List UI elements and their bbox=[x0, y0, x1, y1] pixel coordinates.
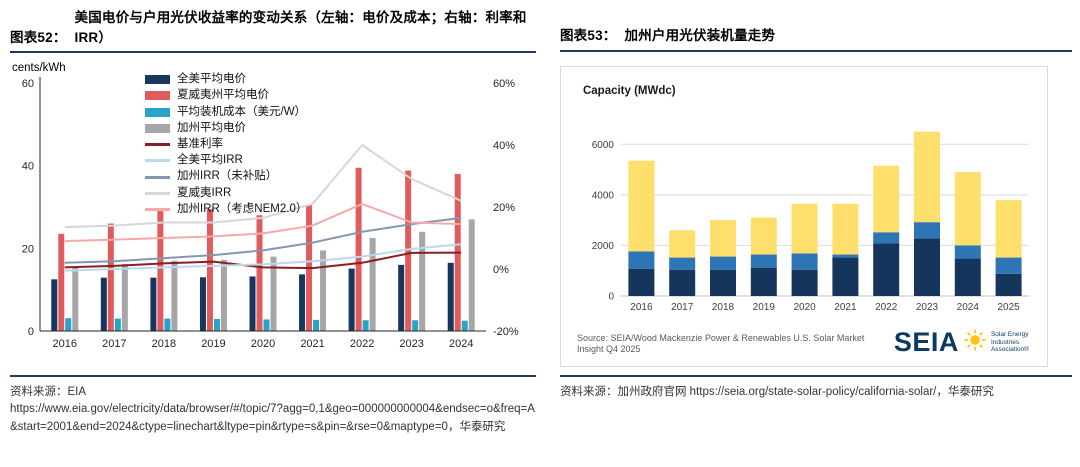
source-text[interactable]: 加州政府官网 https://seia.org/state-solar-poli… bbox=[617, 386, 994, 398]
svg-text:0%: 0% bbox=[493, 264, 509, 276]
legend-line-swatch bbox=[145, 191, 170, 195]
legend-line-swatch bbox=[145, 175, 170, 179]
legend-label: 加州平均电价 bbox=[177, 121, 246, 134]
sun-icon bbox=[964, 329, 986, 356]
figure-53-source: 资料来源：加州政府官网 https://seia.org/state-solar… bbox=[560, 384, 1072, 401]
legend-line-swatch bbox=[145, 207, 170, 211]
figure-53-label: 图表53： bbox=[559, 28, 617, 44]
svg-text:2019: 2019 bbox=[753, 302, 776, 313]
svg-text:20: 20 bbox=[22, 243, 34, 255]
figure-52-column: 图表52： 美国电价与户用光伏收益率的变动关系（左轴：电价及成本；右轴：利率和IR… bbox=[10, 8, 536, 461]
seia-tagline-line: Industries bbox=[990, 338, 1020, 346]
figure-52-label: 图表52： bbox=[10, 29, 67, 45]
legend-item: 全美平均IRR bbox=[145, 154, 307, 167]
svg-text:2021: 2021 bbox=[300, 338, 324, 350]
seia-tagline-line: Association® bbox=[990, 346, 1029, 354]
svg-text:60%: 60% bbox=[493, 78, 515, 90]
svg-text:4000: 4000 bbox=[592, 190, 615, 201]
legend-bar-swatch bbox=[145, 107, 170, 117]
svg-text:20%: 20% bbox=[493, 202, 515, 214]
legend-label: 加州IRR（考虑NEM2.0） bbox=[177, 202, 308, 215]
svg-text:40: 40 bbox=[22, 161, 34, 173]
legend-bar-swatch bbox=[145, 123, 170, 133]
legend-line-swatch bbox=[145, 159, 170, 163]
svg-text:2016: 2016 bbox=[53, 338, 77, 350]
legend-item: 基准利率 bbox=[145, 138, 307, 151]
seia-tagline-line: Solar Energy bbox=[990, 330, 1029, 338]
svg-text:2016: 2016 bbox=[630, 302, 653, 313]
figure-53-column: 图表53： 加州户用光伏装机量走势 Capacity (MWdc) 0 2000 40… bbox=[559, 8, 1072, 461]
figure-52-source-url[interactable]: https://www.eia.gov/electricity/data/bro… bbox=[10, 403, 535, 433]
legend-item: 全美平均电价 bbox=[145, 73, 307, 86]
capacity-chart: 0 2000 4000 6000 2016 2017 2018 2019 2020 2021 202… bbox=[592, 131, 1029, 313]
svg-text:2017: 2017 bbox=[102, 338, 126, 350]
capacity-axis-label: Capacity (MWdc) bbox=[582, 85, 676, 97]
svg-text:40%: 40% bbox=[493, 140, 515, 152]
svg-text:0: 0 bbox=[28, 326, 34, 338]
figure-53-title: 图表53： 加州户用光伏装机量走势 bbox=[559, 8, 1072, 52]
svg-text:2020: 2020 bbox=[793, 302, 816, 313]
legend-bar-swatch bbox=[145, 91, 170, 101]
price-irr-chart: cents/kWh 0 20 40 60 -20% 0% 20% 40% 60% 2016 2017 2… bbox=[12, 62, 519, 350]
svg-text:2022: 2022 bbox=[875, 302, 898, 313]
figure-53-title-text: 加州户用光伏装机量走势 bbox=[624, 28, 776, 44]
divider bbox=[10, 375, 536, 377]
seia-logo: SEIA Solar Energ bbox=[894, 329, 1033, 356]
figure-52-source: 资料来源：EIA bbox=[10, 384, 536, 401]
svg-text:0: 0 bbox=[608, 292, 614, 303]
svg-text:2018: 2018 bbox=[152, 338, 176, 350]
figure-52-title-text: 美国电价与户用光伏收益率的变动关系（左轴：电价及成本；右轴：利率和IRR） bbox=[74, 10, 527, 45]
source-label: 资料来源： bbox=[559, 386, 618, 398]
svg-text:2017: 2017 bbox=[671, 302, 694, 313]
legend-bar-swatch bbox=[145, 75, 170, 85]
legend-label: 加州IRR（未补贴） bbox=[177, 170, 278, 183]
svg-text:2019: 2019 bbox=[201, 338, 225, 350]
legend-item: 加州IRR（未补贴） bbox=[145, 170, 307, 183]
svg-text:2000: 2000 bbox=[592, 241, 615, 252]
legend-label: 基准利率 bbox=[177, 138, 223, 150]
svg-text:2020: 2020 bbox=[251, 338, 275, 350]
svg-text:2024: 2024 bbox=[957, 302, 980, 313]
capacity-inner-source: Source: SEIA/Wood Mackenzie Power & Rene… bbox=[576, 332, 865, 355]
figure-52-footer: 资料来源：EIA https://www.eia.gov/electricity… bbox=[10, 375, 536, 461]
svg-text:2025: 2025 bbox=[997, 302, 1020, 313]
svg-text:60: 60 bbox=[22, 78, 34, 90]
svg-text:2018: 2018 bbox=[712, 302, 735, 313]
svg-text:2022: 2022 bbox=[350, 338, 374, 350]
svg-text:cents/kWh: cents/kWh bbox=[12, 62, 66, 74]
figure-53-footer: 资料来源：加州政府官网 https://seia.org/state-solar… bbox=[559, 375, 1072, 461]
figure-52-title: 图表52： 美国电价与户用光伏收益率的变动关系（左轴：电价及成本；右轴：利率和IR… bbox=[10, 8, 536, 54]
svg-text:2024: 2024 bbox=[449, 338, 473, 350]
legend-label: 夏威夷IRR bbox=[177, 186, 232, 199]
legend-item: 加州平均电价 bbox=[145, 122, 307, 135]
svg-text:-20%: -20% bbox=[493, 326, 519, 338]
capacity-chart-footer: Source: SEIA/Wood Mackenzie Power & Rene… bbox=[577, 329, 1033, 356]
source-label: 资料来源： bbox=[10, 386, 68, 398]
legend-item: 夏威夷IRR bbox=[145, 187, 307, 200]
legend-label: 全美平均电价 bbox=[177, 73, 246, 86]
legend-item: 夏威夷州平均电价 bbox=[145, 89, 307, 102]
legend-label: 平均装机成本（美元/W） bbox=[177, 105, 307, 118]
seia-logo-text: SEIA bbox=[893, 327, 959, 357]
divider bbox=[559, 375, 1072, 377]
svg-text:2023: 2023 bbox=[916, 302, 939, 313]
legend-line-swatch bbox=[145, 143, 170, 147]
source-name: EIA bbox=[67, 386, 87, 398]
legend-item: 加州IRR（考虑NEM2.0） bbox=[145, 203, 307, 216]
legend-item: 平均装机成本（美元/W） bbox=[145, 106, 307, 119]
legend-label: 夏威夷州平均电价 bbox=[177, 89, 269, 102]
svg-text:6000: 6000 bbox=[592, 140, 615, 151]
svg-text:2021: 2021 bbox=[834, 302, 857, 313]
svg-text:2023: 2023 bbox=[399, 338, 423, 350]
legend-label: 全美平均IRR bbox=[177, 154, 243, 167]
price-irr-chart-legend: 全美平均电价夏威夷州平均电价平均装机成本（美元/W） 加州平均电价 基准利率全美平均… bbox=[145, 73, 307, 216]
seia-logo-tagline: Solar Energy Industries Association® bbox=[991, 331, 1029, 354]
price-irr-chart-area: cents/kWh 0 20 40 60 -20% 0% 20% 40% 60% 2016 2017 2… bbox=[10, 59, 532, 359]
capacity-chart-box: Capacity (MWdc) 0 2000 4000 6000 2016 2017 201… bbox=[559, 66, 1048, 367]
